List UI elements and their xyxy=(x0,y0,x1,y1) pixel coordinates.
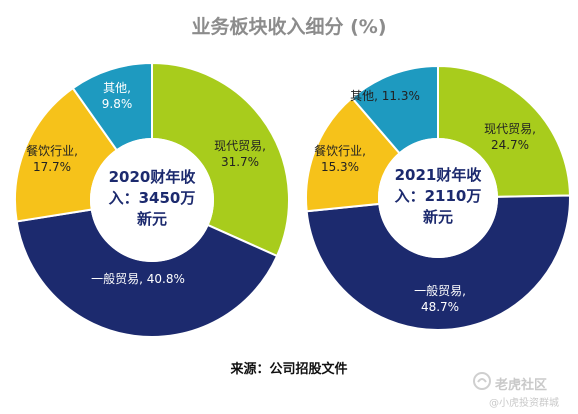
slice-label-other: 其他, 11.3% xyxy=(350,89,420,103)
donut-hole xyxy=(90,138,214,262)
watermark-user: @小虎投资群城 xyxy=(489,398,559,409)
slice-label-catering: 餐饮行业, 15.3% xyxy=(314,143,366,174)
donut-hole xyxy=(378,138,498,258)
tiger-logo-icon xyxy=(473,372,491,390)
donut-chart-1: 现代贸易, 31.7% 一般贸易, 40.8% 餐饮行业, 17.7% 其他, 9.8% 20… xyxy=(14,61,290,338)
donut-chart-2: 现代贸易, 24.7% 一般贸易, 48.7% 餐饮行业, 15.3% 其他, 11.3% 2… xyxy=(305,64,571,331)
center-label: 2020财年收入：3450万新元 xyxy=(109,168,196,228)
slice-label-catering: 餐饮行业, 17.7% xyxy=(26,143,78,174)
watermark-brand: 老虎社区 xyxy=(495,378,548,393)
slice-label-modern-trade: 现代贸易, 24.7% xyxy=(484,122,536,152)
source-note: 来源：公司招股文件 xyxy=(230,362,348,377)
slice-label-other: 其他, 9.8% xyxy=(102,81,133,111)
slice-label-general-trade: 一般贸易, 40.8% xyxy=(91,271,185,286)
slice-label-general-trade: 一般贸易, 48.7% xyxy=(414,283,466,314)
center-label: 2021财年收入：2110万新元 xyxy=(395,166,482,226)
slice-label-modern-trade: 现代贸易, 31.7% xyxy=(214,139,266,169)
chart-title: 业务板块收入细分 (%) xyxy=(191,16,387,38)
